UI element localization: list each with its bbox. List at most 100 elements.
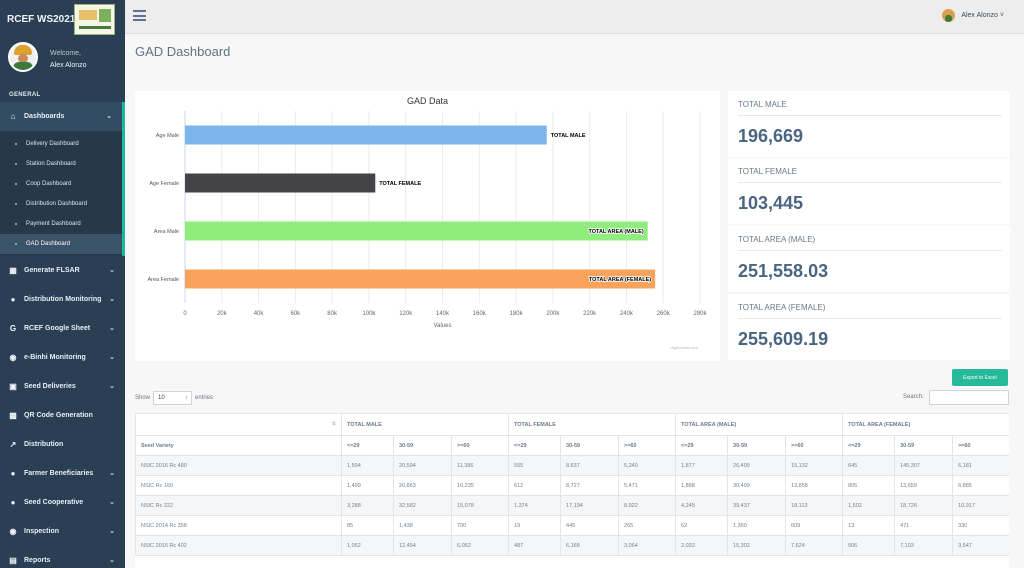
- data-label: TOTAL MALE: [551, 133, 586, 139]
- submenu-item-payment-dashboard[interactable]: Payment Dashboard: [0, 214, 122, 234]
- table-cell: 39,437: [727, 495, 787, 516]
- search-input[interactable]: [929, 390, 1009, 405]
- chevron-down-icon: ⌄: [106, 113, 112, 120]
- table-cell: 145,307: [894, 455, 954, 476]
- sidebar-item-label: Inspection: [24, 528, 60, 535]
- table-subheader[interactable]: <=29: [842, 435, 896, 456]
- category-label: Area Female: [148, 277, 180, 283]
- sidebar-item-farmer-beneficiaries[interactable]: ● Farmer Beneficiaries ⌄: [0, 459, 125, 488]
- sidebar-item-generate-flsar[interactable]: ▦ Generate FLSAR ⌄: [0, 256, 125, 285]
- bar: [185, 125, 547, 145]
- chart-credit[interactable]: Highcharts.com: [670, 345, 698, 350]
- sidebar-item-label: Generate FLSAR: [24, 267, 80, 274]
- table-cell: 12,454: [393, 535, 452, 556]
- submenu-item-gad-dashboard[interactable]: GAD Dashboard: [0, 234, 122, 254]
- chart-title: GAD Data: [406, 96, 448, 106]
- sidebar-item-distribution[interactable]: ↗ Distribution: [0, 430, 125, 459]
- table-row[interactable]: NSIC 2015 Rc 402 1,052 12,454 6,052 487 6,168…: [135, 535, 1009, 556]
- welcome-text: Welcome,: [50, 50, 81, 57]
- table-subheader[interactable]: >=60: [785, 435, 844, 456]
- table-cell: 3,547: [952, 535, 1009, 556]
- table-row[interactable]: NSIC Rc 222 3,288 32,582 15,078 1,374 17,194 8…: [135, 495, 1009, 516]
- entries-select[interactable]: 10 ↕: [153, 391, 193, 405]
- dot-icon: [15, 183, 17, 185]
- gad-chart-panel: GAD Data 0 20k 40k 60k 80k 100k 120k 140k 160k 18…: [135, 91, 720, 361]
- table-subheader[interactable]: 30-59: [393, 435, 452, 456]
- table-subheader[interactable]: <=29: [508, 435, 562, 456]
- table-subheader[interactable]: 30-59: [727, 435, 787, 456]
- table-cell: 330: [952, 515, 1009, 536]
- sidebar-item-qr-code-generation[interactable]: ▩ QR Code Generation: [0, 401, 125, 430]
- table-cell: 8,637: [560, 455, 620, 476]
- sidebar-item-label: Dashboards: [24, 113, 65, 120]
- group-icon: ●: [10, 498, 16, 507]
- table-cell: 487: [508, 535, 562, 556]
- sidebar-item-inspection[interactable]: ◉ Inspection ⌄: [0, 517, 125, 546]
- table-cell: 13,659: [894, 475, 954, 496]
- table-cell: 10,235: [450, 475, 510, 496]
- table-row[interactable]: NSIC 2016 Rc 480 1,594 20,594 11,386 555 8,63…: [135, 455, 1009, 476]
- table-subheader[interactable]: >=60: [450, 435, 510, 456]
- stat-card-total-female: TOTAL FEMALE 103,445: [728, 158, 1010, 224]
- table-subheader[interactable]: >=60: [952, 435, 1009, 456]
- table-cell: 15,078: [450, 495, 510, 516]
- globe-icon: ●: [10, 295, 16, 304]
- chevron-down-icon: ⌄: [109, 354, 115, 361]
- table-header-seed-variety[interactable]: Seed Variety: [135, 435, 342, 456]
- table-subheader[interactable]: <=29: [675, 435, 729, 456]
- brand-title: RCEF WS2021: [7, 13, 76, 25]
- sidebar-item-label: e-Binhi Monitoring: [24, 354, 86, 361]
- submenu-item-coop-dashboard[interactable]: Coop Dashboard: [0, 174, 122, 194]
- table-subheader[interactable]: 30-59: [560, 435, 620, 456]
- table-cell: 20,863: [393, 475, 452, 496]
- table-cell: 1,594: [341, 455, 394, 476]
- sidebar-item-rcef-google-sheet[interactable]: G RCEF Google Sheet ⌄: [0, 314, 125, 343]
- table-subheader[interactable]: <=29: [341, 435, 394, 456]
- table-group-header: TOTAL FEMALE: [508, 413, 677, 436]
- users-icon: ●: [10, 469, 16, 478]
- table-subheader[interactable]: 30-59: [894, 435, 954, 456]
- table-cell-variety: NSIC 2016 Rc 480: [135, 455, 342, 476]
- sidebar-item-e-binhi-monitoring[interactable]: ◉ e-Binhi Monitoring ⌄: [0, 343, 125, 372]
- submenu-item-station-dashboard[interactable]: Station Dashboard: [0, 154, 122, 174]
- submenu-item-distribution-dashboard[interactable]: Distribution Dashboard: [0, 194, 122, 214]
- table-subheader[interactable]: >=60: [618, 435, 677, 456]
- page-title: GAD Dashboard: [135, 44, 231, 59]
- table-cell: 555: [508, 455, 562, 476]
- table-cell: 19: [508, 515, 562, 536]
- top-navbar: Alex Alonzo ˅: [125, 0, 1024, 34]
- table-group-header: TOTAL MALE: [340, 413, 510, 436]
- table-row[interactable]: NSIC 2014 Rc 358 85 1,438 700 19 445 265 62 1,36…: [135, 515, 1009, 536]
- table-cell: 4,245: [675, 495, 729, 516]
- table-cell: 612: [508, 475, 562, 496]
- export-to-excel-button[interactable]: Export to Excel: [952, 369, 1008, 386]
- gad-bar-chart: 0 20k 40k 60k 80k 100k 120k 140k 160k 180k 200k 220…: [148, 111, 708, 329]
- brand[interactable]: RCEF WS2021: [0, 0, 125, 38]
- sidebar-item-seed-deliveries[interactable]: ▣ Seed Deliveries ⌄: [0, 372, 125, 401]
- table-cell: 1,052: [341, 535, 394, 556]
- sidebar-item-distribution-monitoring[interactable]: ● Distribution Monitoring ⌄: [0, 285, 125, 314]
- dot-icon: [15, 143, 17, 145]
- menu-toggle-icon[interactable]: [133, 10, 146, 21]
- x-tick-label: 200k: [546, 311, 560, 317]
- user-menu[interactable]: Alex Alonzo ˅: [942, 9, 1004, 22]
- table-cell: 18,113: [785, 495, 844, 516]
- sidebar-item-label: Farmer Beneficiaries: [24, 470, 94, 477]
- sidebar-item-seed-cooperative[interactable]: ● Seed Cooperative ⌄: [0, 488, 125, 517]
- table-cell: 1,888: [675, 475, 729, 496]
- sidebar-item-dashboards[interactable]: ⌂ Dashboards ⌄: [0, 102, 125, 131]
- chevron-down-icon: ⌄: [109, 383, 115, 390]
- stat-label: TOTAL FEMALE: [738, 167, 797, 176]
- table-cell: 8,727: [560, 475, 620, 496]
- table-cell: 13: [842, 515, 896, 536]
- stat-label: TOTAL AREA (FEMALE): [738, 303, 826, 312]
- sidebar-item-reports[interactable]: ▤ Reports ⌄: [0, 546, 125, 568]
- table-row[interactable]: NSIC Rc 160 1,499 20,863 10,235 612 8,727 5,47…: [135, 475, 1009, 496]
- submenu-item-delivery-dashboard[interactable]: Delivery Dashboard: [0, 134, 122, 154]
- bar: [185, 173, 376, 193]
- table-cell: 13,858: [785, 475, 844, 496]
- table-cell: 62: [675, 515, 729, 536]
- x-tick-label: 20k: [217, 311, 228, 317]
- sidebar-item-label: RCEF Google Sheet: [24, 325, 91, 332]
- table-cell: 805: [842, 475, 896, 496]
